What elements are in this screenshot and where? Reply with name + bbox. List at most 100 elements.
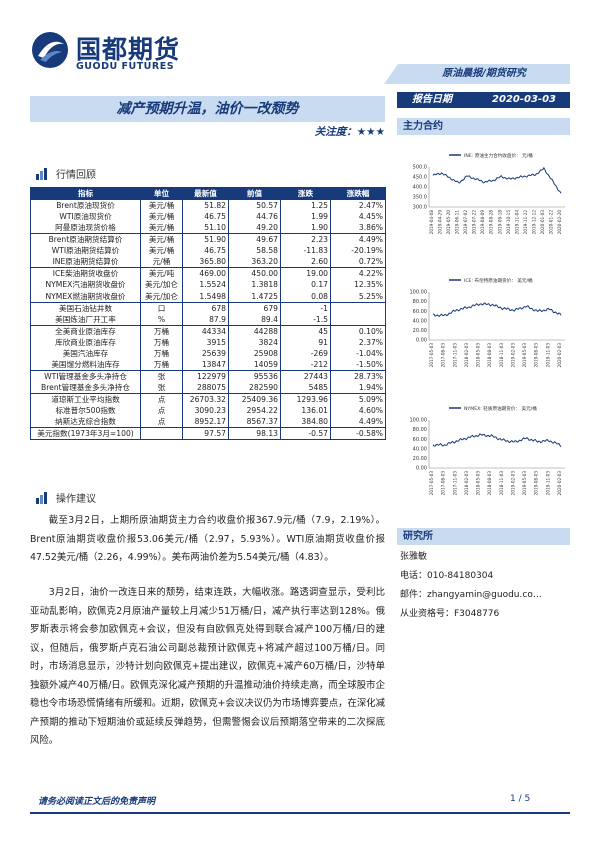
y-tick-label: 100.00 <box>410 290 428 296</box>
table-cell: 51.90 <box>182 233 229 246</box>
table-cell: 1293.96 <box>280 392 331 405</box>
table-cell: 2.47% <box>330 199 386 211</box>
attention-stars: ★★★ <box>356 126 385 138</box>
table-cell: 1.3818 <box>228 279 281 291</box>
x-tick-label: 2020-02-03 <box>557 343 562 368</box>
y-tick-label: 60.00 <box>413 437 427 443</box>
table-cell: 3.86% <box>330 222 386 234</box>
table-cell: 0.17 <box>280 279 331 291</box>
table-cell: 0.72% <box>330 256 386 268</box>
x-tick-label: 2017-08-03 <box>441 343 446 368</box>
table-cell: 元/桶 <box>140 256 183 268</box>
x-tick-label: 2018-02-03 <box>464 471 469 496</box>
table-cell: 384.80 <box>280 416 331 428</box>
table-cell: 美元/吨 <box>140 267 183 280</box>
table-cell: 19.00 <box>280 267 331 280</box>
table-cell: 44.76 <box>228 211 281 223</box>
table-cell: 2.60 <box>280 256 331 268</box>
table-header-1: 单位 <box>140 187 183 200</box>
table-cell: 136.01 <box>280 404 331 417</box>
table-cell: 678 <box>182 301 229 314</box>
table-cell: 288075 <box>182 381 229 394</box>
table-cell: 万桶 <box>140 358 183 371</box>
section-review-heading: 行情回顾 <box>36 166 96 181</box>
x-tick-label: 2019-06-11 <box>455 210 460 235</box>
chart-frame <box>397 398 570 516</box>
table-cell: -11.83 <box>280 245 331 257</box>
x-tick-label: 2019-02-03 <box>510 471 515 496</box>
table-cell: 美元/桶 <box>140 245 183 257</box>
table-cell: WTI管理基金多头净持仓 <box>30 369 141 382</box>
table-cell: 1.90 <box>280 222 331 234</box>
section-main-contract: 主力合约 <box>397 118 570 135</box>
x-tick-label: 2018-05-03 <box>476 343 481 368</box>
x-tick-label: 2018-11-03 <box>499 471 504 496</box>
paragraph-2: 3月2日，油价一改连日来的颓势，结束连跌，大幅收涨。路透调查显示，受利比亚动乱影… <box>30 587 385 746</box>
x-tick-label: 2019-05-03 <box>522 471 527 496</box>
table-row: 阿曼原油现货价格 美元/桶 51.10 49.20 1.90 3.86% <box>30 222 386 234</box>
table-cell: 2.23 <box>280 233 331 246</box>
page-number: 1 / 5 <box>510 794 531 804</box>
x-tick-label: 2020-02-20 <box>557 210 562 235</box>
attention-rating: 关注度：★★★ <box>260 124 385 139</box>
table-header-3: 前值 <box>228 187 281 200</box>
x-tick-label: 2017-11-03 <box>452 471 457 496</box>
table-cell: 8567.37 <box>228 416 281 428</box>
table-cell: Brent原油现货价 <box>30 199 141 211</box>
table-row: Brent管理基金多头净持仓张 288075 282590 5485 1.94% <box>30 381 386 394</box>
table-row: WTI管理基金多头净持仓张 122979 95536 27443 28.73% <box>30 369 386 382</box>
table-row: 美元指数(1973年3月=100) 97.57 98.13 -0.57 -0.58% <box>30 427 386 441</box>
table-cell: 5.09% <box>330 392 386 405</box>
table-cell: 25639 <box>182 347 229 359</box>
table-cell: 0.08 <box>280 290 331 303</box>
section-advice-title: 操作建议 <box>56 494 96 505</box>
table-cell: % <box>140 313 183 326</box>
table-cell: ICE柴油期货收盘价 <box>30 267 141 280</box>
table-cell: 美国馏分燃料油库存 <box>30 358 141 371</box>
table-cell: 97.57 <box>182 427 229 441</box>
x-tick-label: 2019-08-03 <box>534 471 539 496</box>
table-cell: 张 <box>140 369 183 382</box>
section-advice-heading: 操作建议 <box>36 490 96 505</box>
x-tick-label: 2019-04-08 <box>429 210 434 235</box>
x-tick-label: 2020-01-03 <box>540 210 545 235</box>
table-cell: 4.60% <box>330 404 386 417</box>
series-line <box>432 302 562 318</box>
table-cell: 2.37% <box>330 336 386 348</box>
report-banner: 原油晨报/期货研究 <box>384 64 570 84</box>
table-header-0: 指标 <box>30 187 141 200</box>
table-cell: 27443 <box>280 369 331 382</box>
table-cell: 1.94% <box>330 381 386 394</box>
table-row: 库欣商业原油库存 万桶 3915 3824 91 2.37% <box>30 336 386 348</box>
table-cell: 13847 <box>182 358 229 371</box>
y-tick-label: 100.00 <box>410 418 428 424</box>
table-header-4: 涨跌 <box>280 187 331 200</box>
section-bar-icon <box>36 492 47 504</box>
analyst-name: 张雅敏 <box>400 552 428 562</box>
table-cell: 库欣商业原油库存 <box>30 336 141 348</box>
table-cell: -1.04% <box>330 347 386 359</box>
chart-wti: NYMEX: 轻质原油期货价： 美元/桶 100.00 80.00 60.00 40.0… <box>397 398 570 516</box>
table-row: NYMEX汽油期货收盘价 美元/加仑 1.5524 1.3818 0.17 12.35% <box>30 279 386 291</box>
table-cell: 标准普尔500指数 <box>30 404 141 417</box>
company-logo: 国都期货 GUODU FUTURES <box>30 28 200 78</box>
analyst-phone: 电话：010-84180304 <box>400 571 494 581</box>
table-cell: 万桶 <box>140 336 183 348</box>
table-cell: 万桶 <box>140 347 183 359</box>
table-cell: 2954.22 <box>228 404 281 417</box>
table-cell: 张 <box>140 381 183 394</box>
y-tick-label: 80.00 <box>413 427 427 433</box>
x-tick-label: 2017-08-03 <box>441 471 446 496</box>
table-cell: NYMEX燃油期货收盘价 <box>30 290 141 303</box>
table-cell: 美元/加仑 <box>140 279 183 291</box>
series-line <box>432 433 562 448</box>
table-cell: 51.82 <box>182 199 229 211</box>
x-tick-label: 2019-05-20 <box>446 210 451 235</box>
x-tick-label: 2019-11-03 <box>545 343 550 368</box>
table-cell: 美国炼油厂开工率 <box>30 313 141 326</box>
table-cell: 美国汽油库存 <box>30 347 141 359</box>
x-tick-label: 2019-08-28 <box>489 210 494 235</box>
table-cell: 4.22% <box>330 267 386 280</box>
table-cell: -0.58% <box>330 427 386 441</box>
table-row: 标准普尔500指数点 3090.23 2954.22 136.01 4.60% <box>30 404 386 417</box>
